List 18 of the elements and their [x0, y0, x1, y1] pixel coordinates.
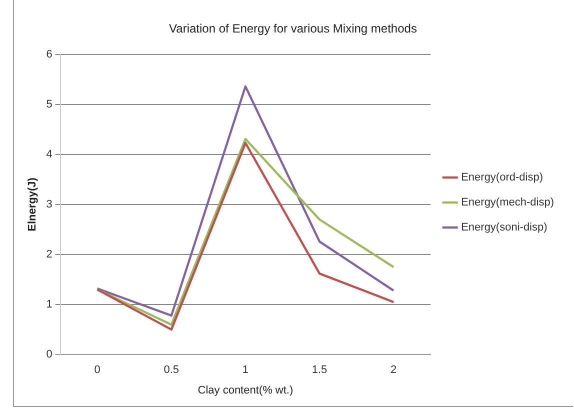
legend-label: Energy(ord-disp)	[461, 172, 543, 184]
chart-title: Variation of Energy for various Mixing methods	[169, 22, 417, 36]
x-tick-label: 1.5	[312, 364, 328, 376]
legend-label: Energy(mech-disp)	[461, 196, 554, 209]
y-tick-label: 1	[46, 298, 52, 311]
y-tick-label: 5	[46, 98, 52, 110]
x-tick-label: 0	[94, 364, 100, 376]
x-tick-label: 1	[242, 364, 249, 376]
y-tick-label: 4	[46, 148, 52, 160]
x-tick-label: 0.5	[164, 364, 180, 376]
x-tick-label: 2	[390, 364, 397, 376]
y-axis-title: Elnergy(J)	[26, 177, 39, 232]
x-axis-title: Clay content(% wt.)	[198, 384, 294, 396]
y-tick-label: 3	[46, 198, 52, 211]
legend-label: Energy(soni-disp)	[461, 222, 548, 234]
y-tick-label: 2	[46, 248, 52, 261]
y-tick-label: 6	[46, 48, 52, 60]
y-tick-label: 0	[46, 348, 52, 361]
